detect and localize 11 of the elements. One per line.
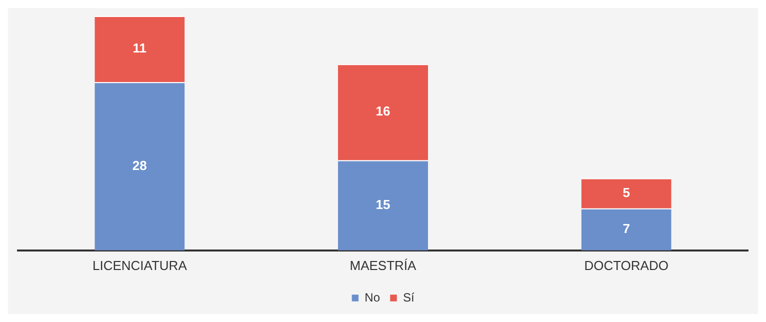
data-label: 16 [376,104,390,119]
legend-label: Sí [403,290,416,304]
data-label: 28 [132,158,147,173]
data-label: 7 [622,220,630,236]
legend-label: No [364,290,380,304]
x-tick-label: DOCTORADO [584,258,668,273]
x-tick-label: LICENCIATURA [92,258,188,273]
x-tick-label: MAESTRÍA [350,258,417,273]
data-label: 15 [376,196,390,212]
data-label: 11 [132,40,147,56]
data-label: 5 [622,184,630,200]
